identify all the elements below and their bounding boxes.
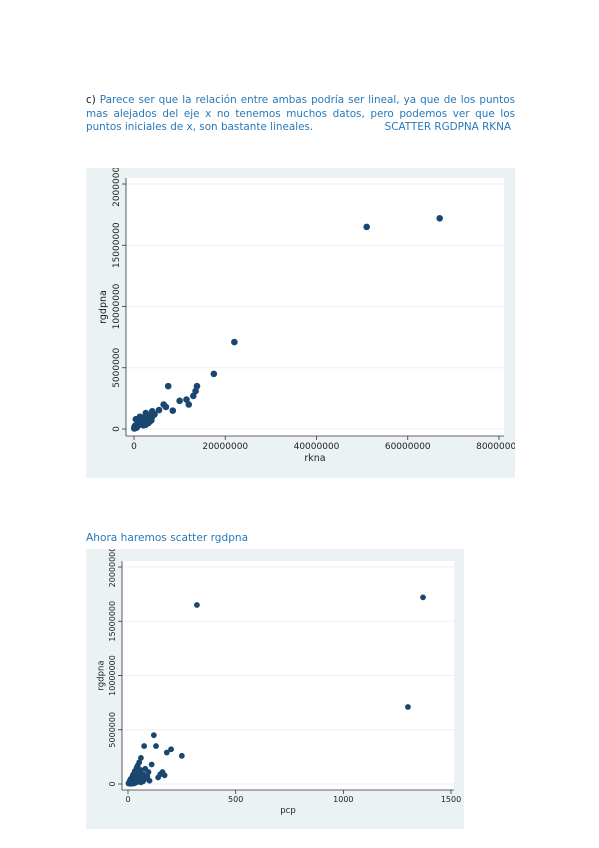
y-tick-label: 0: [108, 781, 117, 786]
x-axis-label: rkna: [304, 453, 325, 464]
section-heading-scatter: Ahora haremos scatter rgdpna: [86, 532, 249, 544]
x-axis-label: pcp: [280, 806, 295, 816]
data-point: [164, 382, 172, 390]
data-point: [436, 215, 443, 222]
paragraph-text: Parece ser que la relación entre ambas p…: [86, 94, 515, 134]
data-point: [168, 746, 174, 753]
x-tick-label: 40000000: [294, 442, 340, 452]
x-tick-label: 0: [125, 795, 130, 804]
y-tick-label: 20000000: [112, 168, 122, 207]
y-tick-label: 15000000: [112, 222, 122, 268]
y-axis-label: rgdpna: [98, 290, 109, 324]
y-tick-label: 20000000: [108, 549, 117, 587]
x-tick-label: 20000000: [202, 442, 248, 452]
data-point: [363, 223, 370, 231]
data-point: [148, 761, 155, 768]
scatter-chart-rgdpna-pcp: 0 5000000 10000000 15000000 20000000 0 500 1000…: [86, 547, 464, 829]
data-point: [140, 771, 146, 778]
data-point: [138, 414, 146, 422]
data-point: [178, 752, 185, 759]
scatter-chart-rgdpna-rkna: 0 5000000 10000000 15000000 20000000 0 2000000…: [86, 161, 522, 478]
x-tick-label: 500: [228, 795, 243, 804]
chart-1-svg: 0 5000000 10000000 15000000 20000000 0 2000000…: [86, 161, 522, 478]
data-point: [155, 406, 163, 414]
scatter-command: SCATTER RGDPNA RKNA: [384, 121, 511, 134]
data-point: [176, 397, 183, 405]
data-point: [420, 594, 426, 601]
data-point: [136, 759, 143, 766]
chart-2-svg: 0 5000000 10000000 15000000 20000000 0 500 1000…: [86, 547, 464, 829]
y-tick-label: 10000000: [108, 655, 117, 696]
data-point: [153, 743, 159, 749]
data-point: [405, 704, 411, 710]
data-point: [150, 732, 157, 739]
data-point: [140, 778, 146, 785]
data-point: [163, 749, 170, 756]
data-point: [185, 401, 193, 408]
data-point: [190, 392, 197, 400]
data-point: [141, 743, 148, 749]
x-tick-label: 0: [131, 442, 137, 452]
data-point: [183, 396, 190, 403]
data-point: [169, 407, 177, 414]
y-axis-label: rgdpna: [96, 660, 106, 690]
data-point: [145, 769, 152, 775]
data-point: [162, 403, 170, 411]
data-point: [138, 755, 144, 761]
data-point: [193, 382, 201, 390]
x-tick-label: 60000000: [385, 442, 431, 452]
data-point: [144, 773, 151, 780]
data-point: [131, 780, 138, 787]
data-point: [140, 422, 147, 429]
x-tick-label: 80000000: [476, 442, 515, 452]
paragraph-c: c) Parece ser que la relación entre amba…: [86, 94, 515, 135]
y-tick-label: 10000000: [112, 283, 122, 329]
x-tick-label: 1000: [333, 795, 353, 804]
y-tick-label: 15000000: [108, 601, 117, 642]
y-tick-label: 5000000: [112, 347, 122, 387]
data-point: [146, 777, 153, 784]
y-tick-label: 5000000: [108, 712, 117, 748]
data-point: [148, 407, 156, 415]
y-tick-label: 0: [112, 426, 122, 432]
data-point: [194, 602, 200, 608]
data-point: [210, 370, 218, 378]
x-tick-label: 1500: [441, 795, 461, 804]
data-point: [142, 409, 150, 417]
data-point: [145, 415, 153, 423]
data-point: [231, 338, 238, 346]
data-point: [161, 772, 168, 779]
part-label: c): [86, 94, 96, 106]
data-point: [137, 766, 144, 773]
